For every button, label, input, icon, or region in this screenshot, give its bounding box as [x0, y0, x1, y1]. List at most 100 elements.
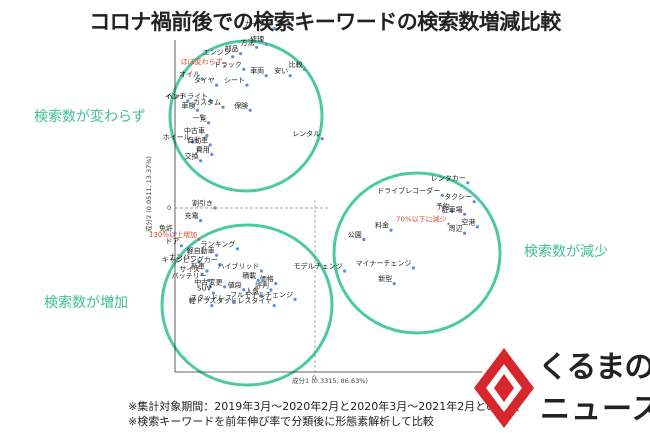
point-label: カスタム	[193, 98, 221, 107]
point-label: 公園	[348, 231, 362, 239]
point-label: 費用	[196, 145, 210, 154]
point-label: 130%以上増加	[149, 230, 197, 239]
point-label: 交換	[185, 151, 199, 160]
point-marker	[255, 45, 259, 49]
point-marker	[293, 297, 297, 301]
point-label: レンタカー	[431, 173, 466, 182]
point-label: 駐車場	[442, 205, 463, 214]
point-marker	[272, 26, 276, 31]
point-marker	[223, 285, 227, 289]
point-label: ランキング	[201, 239, 236, 248]
footnote-period: ※集計対象期間：2019年3月～2020年2月と2020年3月～2021年2月と…	[128, 400, 520, 413]
point-marker	[259, 269, 263, 273]
point-marker	[274, 282, 278, 286]
point-marker	[211, 291, 215, 295]
point-marker	[475, 225, 479, 229]
point-label: サイズ	[179, 265, 200, 274]
point-label: 予約	[436, 202, 450, 211]
point-label: SUV	[197, 285, 212, 293]
point-label: 中古	[194, 277, 208, 286]
x-axis-label: 成分1 (0.3315, 86.63%)	[292, 376, 368, 385]
logo-line1: くるまの	[538, 350, 650, 385]
point-label: スタッドレスタイヤ	[209, 296, 272, 305]
point-label: 軽トラ	[189, 296, 210, 305]
point-label: キャンピングカー	[162, 255, 218, 264]
point-label: 積載	[242, 271, 256, 280]
point-label: 値段	[228, 280, 242, 289]
point-label: 価格	[260, 274, 274, 283]
point-label: 自動車	[187, 136, 208, 145]
point-marker	[197, 238, 201, 241]
point-marker	[205, 134, 209, 138]
point-label: ドライブレコーダー	[377, 186, 440, 195]
point-marker	[440, 193, 444, 197]
point-label: ナンバー	[169, 253, 197, 261]
kurumanews-logo: くるまの ニュース	[464, 338, 650, 433]
point-label: 変更	[209, 277, 223, 286]
point-label: 比較	[289, 60, 303, 69]
point-label: 修理	[250, 35, 264, 44]
point-label: モデルチェンジ	[294, 262, 343, 271]
point-label: ホイール	[163, 133, 191, 141]
point-label: ドア	[165, 237, 179, 245]
point-label: ヘッドライト	[166, 92, 208, 100]
point-marker	[186, 99, 190, 103]
point-marker	[362, 237, 366, 242]
point-label: 一覧	[193, 113, 207, 122]
y-axis-label: 成分2 (0.0511, 13.37%)	[144, 156, 153, 232]
circle-unchanged	[168, 39, 324, 193]
point-marker	[411, 266, 415, 270]
point-marker	[173, 231, 177, 235]
point-marker	[197, 260, 201, 264]
point-marker	[191, 140, 195, 144]
point-marker	[207, 121, 211, 125]
point-label: 方法	[241, 38, 255, 47]
point-marker	[231, 55, 235, 59]
point-label: バッテリー	[172, 272, 207, 280]
point-marker	[235, 247, 239, 251]
point-label: フルモデルチェンジ	[230, 290, 293, 299]
y-zero-tick: 0	[167, 204, 171, 212]
point-marker	[199, 159, 203, 163]
point-label: 料金	[375, 221, 389, 230]
point-marker	[248, 108, 252, 112]
point-marker	[288, 74, 292, 78]
point-label: 軽自動車	[187, 246, 215, 255]
point-marker	[210, 304, 214, 308]
label-decrease: 検索数が減少	[524, 243, 608, 260]
label-unchanged: 検索数が変わらず	[34, 108, 146, 125]
point-marker	[221, 105, 225, 109]
point-marker	[463, 212, 467, 216]
point-label: インチ	[165, 92, 186, 100]
point-marker	[259, 294, 263, 298]
point-marker	[269, 288, 273, 292]
point-label: ハイブリッド	[218, 262, 260, 271]
point-marker	[200, 77, 204, 81]
point-label: 70%以下に減少	[396, 214, 447, 223]
label-increase: 検索数が増加	[44, 294, 128, 311]
point-label: 部品	[225, 44, 239, 53]
point-label: シート	[224, 77, 245, 85]
point-label: スタッドレス	[190, 293, 232, 302]
point-marker	[272, 304, 276, 308]
point-marker	[223, 65, 226, 68]
point-marker	[466, 181, 470, 185]
point-marker	[199, 219, 203, 223]
point-label: タイヤ	[194, 76, 215, 85]
point-marker	[264, 42, 268, 46]
point-marker	[215, 253, 219, 257]
point-marker	[242, 288, 246, 292]
page-title: コロナ禍前後での検索キーワードの検索数増減比較	[89, 10, 561, 34]
x-zero-tick: 0	[312, 374, 316, 382]
logo-mark-icon	[474, 348, 534, 428]
point-label: 車両	[250, 66, 264, 75]
point-marker	[389, 228, 393, 232]
point-marker	[210, 152, 214, 156]
point-label: 空港	[461, 217, 475, 226]
point-marker	[472, 200, 476, 204]
point-label: エンジン	[203, 48, 231, 56]
point-marker	[207, 278, 211, 282]
point-label: 安い	[274, 66, 288, 75]
